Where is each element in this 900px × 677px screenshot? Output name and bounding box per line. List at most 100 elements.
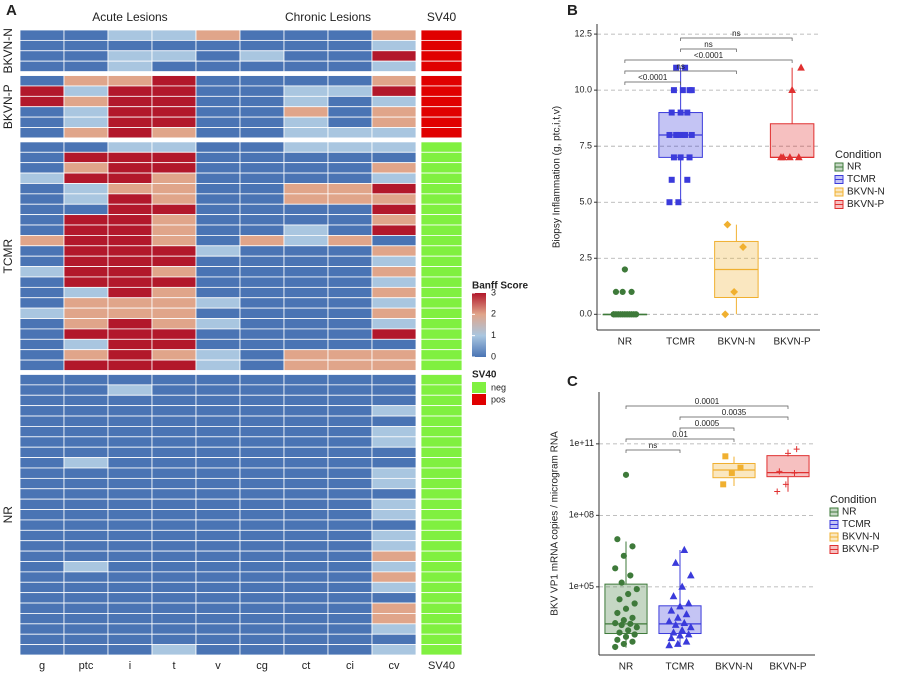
sv40-cell xyxy=(420,255,463,267)
heatmap-cell xyxy=(239,116,285,128)
heatmap-cell xyxy=(19,613,65,625)
heatmap-cell xyxy=(195,183,241,195)
heatmap-cell xyxy=(327,415,373,427)
data-point xyxy=(680,618,689,627)
heatmap-cell xyxy=(151,613,197,625)
heatmap-cell xyxy=(63,581,109,594)
data-point xyxy=(675,199,682,206)
heatmap-cell xyxy=(283,307,329,319)
heatmap-cell xyxy=(107,561,153,573)
heatmap-cell xyxy=(283,245,329,257)
heatmap-cell xyxy=(151,602,197,614)
heatmap-cell xyxy=(63,498,109,510)
heatmap-cell xyxy=(195,633,241,646)
heatmap-cell xyxy=(195,106,241,118)
heatmap-cell xyxy=(19,488,65,500)
heatmap-cell xyxy=(239,349,285,361)
data-point xyxy=(625,627,632,634)
heatmap-cell xyxy=(151,29,197,41)
heatmap-cell xyxy=(63,633,109,646)
data-point xyxy=(631,631,638,638)
heatmap-cell xyxy=(195,509,241,521)
heatmap-cell xyxy=(327,183,373,195)
heatmap-cell xyxy=(151,106,197,118)
heatmap-cell xyxy=(151,623,197,635)
heatmap-cell xyxy=(195,457,241,469)
heatmap-cell xyxy=(283,384,329,396)
heatmap-cell xyxy=(151,75,197,87)
y-tick-label: 2.5 xyxy=(579,253,592,263)
data-point xyxy=(720,481,727,488)
heatmap-cell xyxy=(63,106,109,118)
data-point xyxy=(684,599,693,607)
row-group-label: TCMR xyxy=(1,239,15,274)
data-point xyxy=(797,63,805,71)
heatmap-cell xyxy=(239,436,285,448)
heatmap-cell xyxy=(195,561,241,573)
significance-bracket xyxy=(624,59,793,63)
y-tick-label: 12.5 xyxy=(574,28,592,38)
heatmap-cell xyxy=(151,297,197,309)
sv40-cell xyxy=(420,602,463,614)
heatmap-cell xyxy=(371,477,417,490)
heatmap-cell xyxy=(371,644,417,656)
sv40-cell xyxy=(420,50,463,62)
data-point xyxy=(620,617,627,624)
heatmap-cell xyxy=(371,384,417,396)
heatmap-cell xyxy=(19,384,65,396)
sv40-cell xyxy=(420,477,463,490)
heatmap-cell xyxy=(19,446,65,458)
heatmap-cell xyxy=(195,203,241,216)
sv40-cell xyxy=(420,224,463,236)
heatmap-cell xyxy=(371,39,417,52)
data-point xyxy=(682,131,689,138)
heatmap-cell xyxy=(63,266,109,278)
heatmap-cell xyxy=(239,519,285,531)
legend-label: TCMR xyxy=(847,174,876,185)
heatmap-cell xyxy=(327,151,373,164)
heatmap-cell xyxy=(283,60,329,72)
heatmap-cell xyxy=(63,318,109,330)
heatmap-cell xyxy=(63,467,109,479)
heatmap-cell xyxy=(107,359,153,371)
heatmap-cell xyxy=(151,529,197,542)
heatmap-cell xyxy=(151,581,197,594)
sv40-cell xyxy=(420,644,463,656)
heatmap-cell xyxy=(239,592,285,604)
heatmap-cell xyxy=(19,39,65,52)
heatmap-cell xyxy=(327,276,373,288)
sv40-cell xyxy=(420,193,463,205)
heatmap-cell xyxy=(283,203,329,216)
heatmap-cell xyxy=(63,307,109,319)
heatmap-cell xyxy=(63,644,109,656)
heatmap-cell xyxy=(63,162,109,174)
heatmap-cell xyxy=(239,540,285,552)
heatmap-cell xyxy=(19,75,65,87)
heatmap-cell xyxy=(151,116,197,128)
heatmap-cell xyxy=(327,540,373,552)
heatmap-cell xyxy=(371,415,417,427)
heatmap-cell xyxy=(283,85,329,97)
heatmap-cell xyxy=(19,540,65,552)
heatmap-cell xyxy=(327,561,373,573)
heatmap-cell xyxy=(151,235,197,247)
panel-label: A xyxy=(6,2,17,19)
data-point xyxy=(612,643,619,651)
data-point xyxy=(620,552,627,559)
box xyxy=(769,123,815,158)
heatmap-cell xyxy=(327,602,373,614)
heatmap-cell xyxy=(327,374,373,386)
data-point xyxy=(625,590,632,598)
heatmap-cell xyxy=(239,106,285,118)
heatmap-cell xyxy=(239,127,285,139)
heatmap-cell xyxy=(327,467,373,479)
heatmap-cell xyxy=(327,193,373,205)
heatmap-cell xyxy=(327,106,373,118)
sv40-cell xyxy=(420,151,463,164)
box xyxy=(766,455,810,478)
heatmap-cell xyxy=(63,415,109,427)
legend-swatch xyxy=(472,382,486,393)
heatmap-cell xyxy=(195,266,241,278)
legend-label: BKVN-N xyxy=(847,187,885,198)
data-point xyxy=(632,311,640,318)
